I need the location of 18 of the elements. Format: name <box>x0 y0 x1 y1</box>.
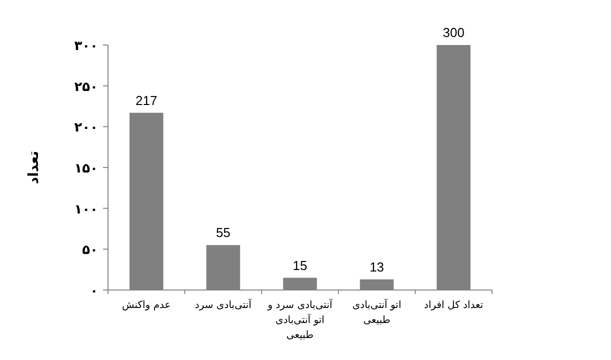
y-axis-title: تعداد <box>26 150 42 184</box>
y-tick-label: ۲۵۰ <box>74 80 98 95</box>
x-tick-label: آنتی‌بادی سرد و اتو آنتی‌بادی طبیعی <box>266 298 334 343</box>
data-label: 300 <box>442 25 464 40</box>
data-label: 15 <box>292 258 308 273</box>
x-tick-label: عدم واکنش <box>121 299 172 313</box>
data-label: 55 <box>216 225 230 240</box>
y-tick-label: ۱۵۰ <box>74 162 98 176</box>
data-label: 13 <box>370 259 384 274</box>
x-tick-label: آنتی‌بادی سرد <box>194 298 253 313</box>
y-tick-label: ۳۰۰ <box>74 39 98 54</box>
y-tick-label: ۲۰۰ <box>74 120 98 136</box>
x-tick-label: اتو آنتی‌بادی طبیعی <box>351 298 402 328</box>
y-tick-label: ۰ <box>90 284 98 299</box>
x-tick-label: تعداد کل افراد <box>423 299 484 313</box>
y-tick-label: ۱۰۰ <box>74 202 98 218</box>
y-tick-label: ۵۰ <box>82 243 98 258</box>
data-label: 217 <box>136 92 158 108</box>
